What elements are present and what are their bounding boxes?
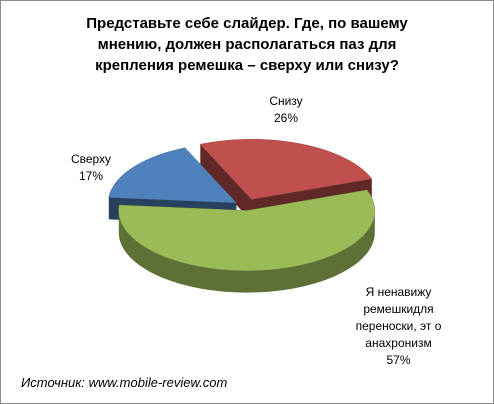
slice [118,189,376,271]
slice-side [118,210,375,293]
value-label: 26% [273,111,299,125]
chart-title: Представьте себе слайдер. Где, по вашему… [86,15,408,74]
value-label: 57% [386,353,411,367]
slice-label: Сверху 17% [56,151,126,185]
slice [108,147,237,204]
value-label: 17% [78,169,104,183]
source-note: Источник: www.mobile-review.com [21,375,228,390]
slice-label: Я ненавижу ремешкидля переноски, эт о ан… [341,284,456,369]
slice-wall [200,144,252,222]
category-label: Сверху [70,152,112,166]
category-label: Снизу [269,94,303,108]
slice-label: Снизу 26% [251,93,321,127]
category-label: Я ненавижу ремешкидля переноски, эт о ан… [355,285,442,350]
slice [199,139,373,200]
